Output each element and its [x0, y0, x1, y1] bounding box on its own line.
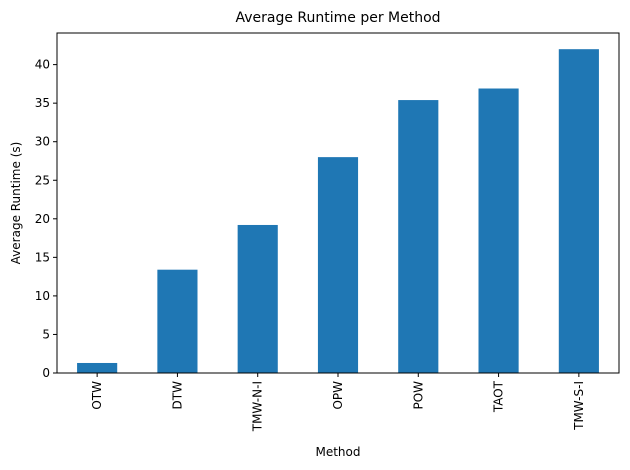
- plot-frame: [56, 32, 620, 374]
- y-tick-label: 10: [35, 289, 50, 303]
- x-tick-label: TMW-N-I: [251, 381, 265, 432]
- bar-otw: [77, 362, 118, 373]
- x-axis: OTW DTW TMW-N-I OPW POW TAOT TMW-S-I: [90, 373, 586, 432]
- x-tick-label: DTW: [170, 381, 184, 410]
- bar-tmw-n-i: [237, 224, 278, 373]
- y-tick-label: 5: [42, 327, 50, 341]
- y-tick-label: 40: [35, 58, 50, 72]
- bar-taot: [478, 88, 519, 373]
- x-tick-label: OTW: [90, 381, 104, 410]
- y-axis: 0 5 10 15 20 25 30 35 40: [35, 58, 57, 380]
- x-tick-label: OPW: [331, 381, 345, 410]
- y-axis-label: Average Runtime (s): [9, 142, 23, 265]
- y-tick-label: 20: [35, 212, 50, 226]
- bar-opw: [317, 157, 359, 373]
- y-tick-label: 25: [35, 173, 50, 187]
- x-tick-label: POW: [411, 381, 425, 410]
- bar-dtw: [157, 269, 198, 373]
- y-tick-label: 15: [35, 250, 50, 264]
- y-tick-label: 30: [35, 135, 50, 149]
- bar-pow: [398, 100, 439, 373]
- y-tick-label: 0: [42, 366, 50, 380]
- x-tick-label: TMW-S-I: [572, 381, 586, 431]
- x-axis-label: Method: [315, 445, 360, 459]
- y-tick-label: 35: [35, 96, 50, 110]
- bars-group: [77, 49, 599, 373]
- x-tick-label: TAOT: [492, 380, 506, 413]
- chart-title: Average Runtime per Method: [235, 10, 440, 26]
- bar-tmw-s-i: [558, 49, 599, 373]
